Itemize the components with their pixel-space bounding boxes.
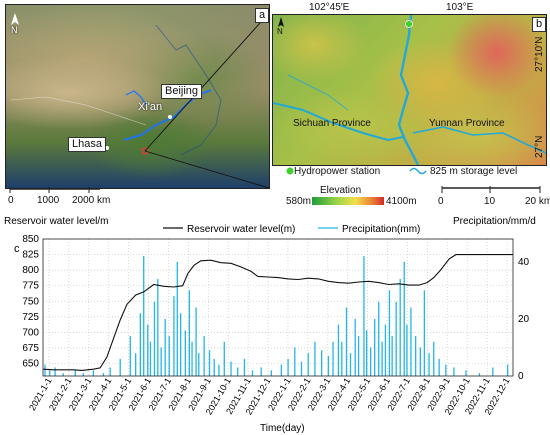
scale-a-0: 0 [8,195,14,206]
right-tick-label: 40 [518,257,530,268]
legend-elev-max: 4100m [386,196,417,207]
north-label-b: N [277,27,283,36]
north-arrow-b-icon [278,17,284,27]
scale-a-1000: 1000 [37,195,60,206]
x-axis-ticks: 2021-1-12021-2-12021-3-12021-4-12021-5-1… [27,376,512,417]
left-tick-label: 800 [22,265,39,276]
panel-a-letter: a [255,8,269,23]
left-tick-label: 850 [22,234,39,245]
scale-a-2000: 2000 km [72,195,111,206]
lon-label-2: 103°E [446,2,474,13]
panel-b-letter: b [532,17,546,32]
elevation-ramp [312,197,384,205]
legend-elevation-title: Elevation [320,185,362,196]
left-tick-label: 700 [22,327,39,338]
panel-c-letter: c [14,243,20,255]
precip-bars [44,256,509,376]
right-tick-label: 0 [518,371,524,382]
left-tick-label: 675 [22,343,39,354]
legend-storage-label: 825 m storage level [430,166,518,177]
scale-b-0: 0 [438,196,444,207]
left-tick-label: 725 [22,312,39,323]
legend-elev-min: 580m [286,196,312,207]
right-tick-label: 20 [518,314,530,325]
water-level-line [42,254,513,371]
chart-grid [43,238,513,376]
lhasa-dot-icon [105,146,109,150]
north-arrow-icon [11,13,19,25]
map-b-scalebar [441,186,541,193]
lon-label-1: 102°45′E [309,2,350,13]
map-panel-a: N a Beijing Xi'an Lhasa [5,4,270,189]
lat-label-1: 27°10′N [534,36,545,72]
right-axis-ticks: 0 20 40 [518,257,530,382]
legend-river-icon [409,167,427,175]
place-lhasa: Lhasa [68,137,106,152]
region-sichuan: Sichuan Province [293,118,371,129]
scale-b-20: 20 km [525,196,550,207]
plot-frame [42,238,514,377]
map-a-scalebar [9,187,100,193]
map-b-overlay [273,15,546,165]
left-tick-label: 750 [22,296,39,307]
chart-c: 650 675 700 725 750 775 800 825 850 0 20 40 2021-1… [4,216,536,434]
ylabel-left: Reservoir water level/m [4,216,108,227]
north-label: N [11,25,18,35]
map-b-legend [286,167,427,205]
left-tick-label: 775 [22,281,39,292]
legend-station-icon [286,167,294,175]
map-a-overlay [10,12,269,188]
legend-level-label: Reservoir water level(m) [187,224,295,235]
left-tick-label: 825 [22,250,39,261]
place-xian: Xi'an [138,101,163,113]
place-beijing: Beijing [161,84,203,99]
left-axis-ticks: 650 675 700 725 750 775 800 825 850 [22,234,39,370]
legend-station-label: Hydropower station [294,166,381,177]
ylabel-right: Precipitation/mm/d [453,216,536,227]
left-tick-label: 650 [22,359,39,370]
hydropower-station-icon [405,20,413,28]
xian-dot-icon [168,115,172,119]
region-yunnan: Yunnan Province [429,118,505,129]
lat-label-2: 27°N [534,135,545,158]
legend-precip-label: Precipitation(mm) [342,224,420,235]
map-panel-b: N b Sichuan Province Yunnan Province [272,14,547,166]
scale-b-10: 10 [484,196,496,207]
xlabel: Time(day) [260,423,305,434]
